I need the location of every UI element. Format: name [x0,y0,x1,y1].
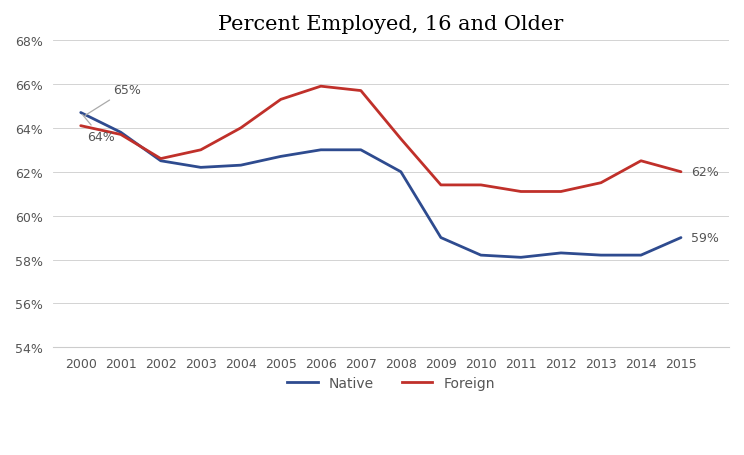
Text: 64%: 64% [83,116,115,144]
Text: 59%: 59% [691,232,719,244]
Legend: Native, Foreign: Native, Foreign [281,371,500,396]
Text: 62%: 62% [691,166,719,179]
Text: 65%: 65% [85,84,141,116]
Title: Percent Employed, 16 and Older: Percent Employed, 16 and Older [218,15,563,34]
